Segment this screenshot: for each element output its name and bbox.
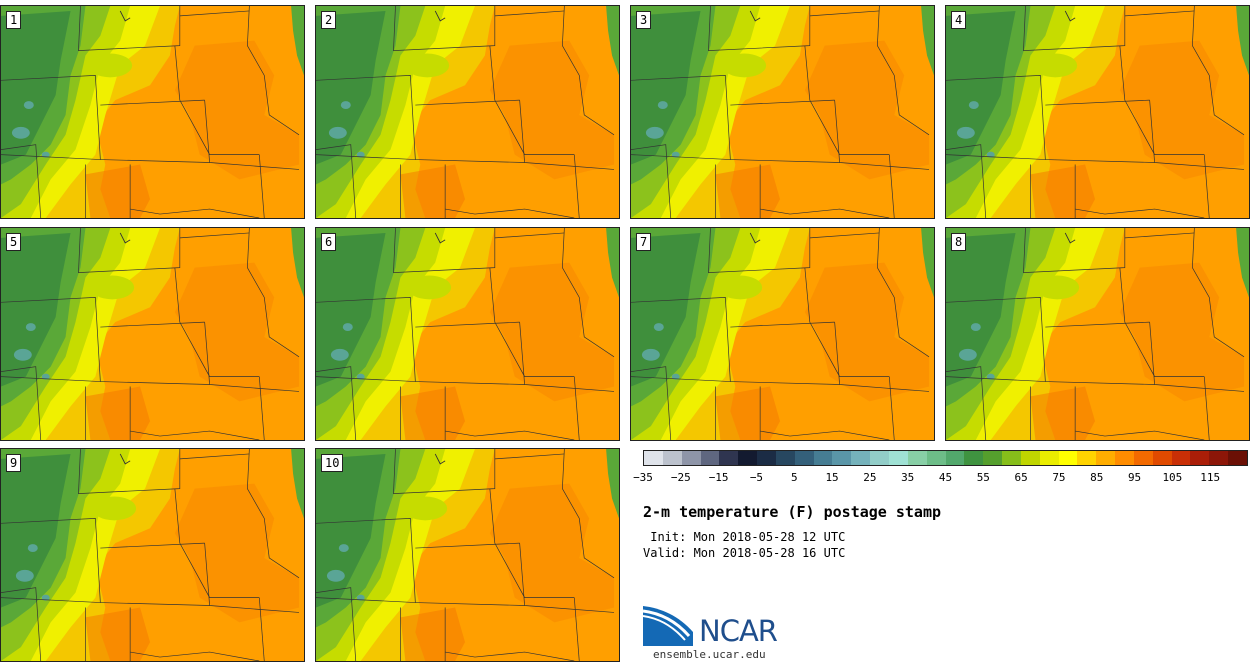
colorbar-tick: 25 (863, 471, 877, 484)
colorbar-tick: 65 (1014, 471, 1028, 484)
page-title: 2-m temperature (F) postage stamp (643, 503, 942, 521)
colorbar-tick-labels: −35 −25 −15 −5 5 15 25 35 45 55 65 75 85 95 105 115 (633, 471, 1248, 485)
temperature-map (316, 6, 619, 218)
colorbar-swatch (719, 451, 739, 465)
colorbar-swatch (1209, 451, 1229, 465)
colorbar-swatch (1096, 451, 1116, 465)
colorbar-swatch (945, 451, 965, 465)
colorbar-swatch (926, 451, 946, 465)
temperature-map (1, 449, 304, 661)
colorbar-swatch (794, 451, 814, 465)
ncar-swoosh-icon (643, 606, 693, 646)
ensemble-url[interactable]: ensemble.ucar.edu (653, 648, 766, 661)
colorbar-swatch (813, 451, 833, 465)
colorbar-swatch (870, 451, 889, 465)
stamp-number: 1 (6, 11, 22, 29)
colorbar-swatch (700, 451, 720, 465)
colorbar-swatch (757, 451, 776, 465)
colorbar-swatch (832, 451, 852, 465)
colorbar-tick: 95 (1127, 471, 1142, 484)
colorbar-tick: 105 (1162, 471, 1183, 484)
temperature-map (946, 228, 1249, 440)
colorbar-tick: 5 (790, 471, 798, 484)
colorbar-swatch (1171, 451, 1191, 465)
colorbar-swatch (851, 451, 871, 465)
temperature-map (316, 228, 619, 440)
colorbar-tick: 85 (1090, 471, 1104, 484)
init-time: Init: Mon 2018-05-28 12 UTC (643, 530, 846, 544)
stamp-panel-4[interactable]: 4 (945, 5, 1250, 219)
stamp-panel-7[interactable]: 7 (630, 227, 935, 441)
stamp-number: 2 (321, 11, 337, 29)
colorbar-swatch (964, 451, 984, 465)
stamp-panel-5[interactable]: 5 (0, 227, 305, 441)
stamp-number: 7 (636, 233, 652, 251)
colorbar-swatch (1058, 451, 1078, 465)
colorbar-swatch (1002, 451, 1021, 465)
temperature-colorbar (643, 450, 1248, 466)
colorbar-swatch (1133, 451, 1153, 465)
stamp-number: 9 (6, 454, 22, 472)
temperature-map (1, 6, 304, 218)
colorbar-swatch (1020, 451, 1040, 465)
colorbar-swatch (681, 451, 701, 465)
colorbar-swatch (1039, 451, 1059, 465)
stamp-panel-3[interactable]: 3 (630, 5, 935, 219)
colorbar-tick: 55 (976, 471, 990, 484)
colorbar-swatch (775, 451, 795, 465)
stamp-number: 3 (636, 11, 652, 29)
colorbar-swatch (662, 451, 682, 465)
stamp-number: 10 (321, 454, 344, 472)
stamp-number: 8 (951, 233, 967, 251)
stamp-number: 5 (6, 233, 22, 251)
valid-time: Valid: Mon 2018-05-28 16 UTC (643, 546, 846, 560)
colorbar-tick: 115 (1200, 471, 1221, 484)
stamp-panel-1[interactable]: 1 (0, 5, 305, 219)
colorbar-swatch (907, 451, 927, 465)
ncar-logo[interactable]: NCAR ensemble.ucar.edu (643, 606, 803, 661)
stamp-panel-6[interactable]: 6 (315, 227, 620, 441)
colorbar-tick: −15 (708, 471, 729, 484)
stamp-panel-9[interactable]: 9 (0, 448, 305, 662)
colorbar-tick: −5 (749, 471, 764, 484)
colorbar-swatch (983, 451, 1003, 465)
stamp-number: 6 (321, 233, 337, 251)
colorbar-tick: 35 (901, 471, 915, 484)
colorbar-swatch (1115, 451, 1134, 465)
colorbar-swatch (738, 451, 758, 465)
colorbar-tick: −25 (670, 471, 691, 484)
colorbar-swatch (644, 451, 663, 465)
temperature-map (631, 228, 934, 440)
stamp-panel-2[interactable]: 2 (315, 5, 620, 219)
stamp-panel-10[interactable]: 10 (315, 448, 620, 662)
colorbar-swatch (1228, 451, 1247, 465)
ncar-logo-text: NCAR (699, 614, 778, 648)
colorbar-tick: 15 (825, 471, 839, 484)
temperature-map (1, 228, 304, 440)
stamp-number: 4 (951, 11, 967, 29)
temperature-map (631, 6, 934, 218)
colorbar-tick: −35 (633, 471, 653, 484)
colorbar-swatch (1190, 451, 1210, 465)
stamp-panel-8[interactable]: 8 (945, 227, 1250, 441)
colorbar-tick: 45 (938, 471, 953, 484)
colorbar-swatch (1077, 451, 1097, 465)
colorbar-tick: 75 (1052, 471, 1066, 484)
colorbar-swatch (888, 451, 908, 465)
temperature-map (316, 449, 619, 661)
temperature-map (946, 6, 1249, 218)
colorbar-swatch (1152, 451, 1172, 465)
